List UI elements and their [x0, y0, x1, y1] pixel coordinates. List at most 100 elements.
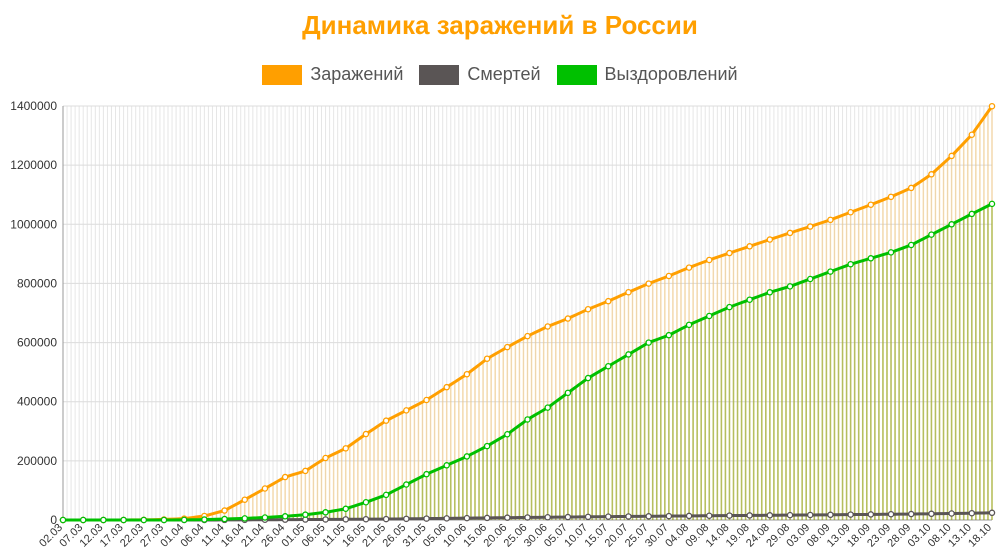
series-point-recoveries	[342, 505, 349, 513]
series-point-recoveries	[322, 509, 329, 516]
series-point-recoveries	[241, 515, 249, 522]
series-point-recoveries	[504, 430, 511, 438]
y-tick-label: 0	[50, 513, 57, 527]
legend-item-recoveries[interactable]: Выздоровлений	[556, 64, 738, 85]
series-point-recoveries	[201, 516, 208, 523]
series-point-deaths	[504, 514, 511, 521]
series-point-recoveries	[100, 516, 107, 524]
series-point-deaths	[443, 515, 450, 522]
series-point-infections	[342, 445, 349, 452]
series-point-recoveries	[524, 416, 531, 423]
series-point-infections	[887, 193, 895, 201]
series-point-infections	[423, 396, 430, 404]
y-tick-label: 1200000	[10, 158, 57, 172]
legend-item-deaths[interactable]: Смертей	[419, 64, 541, 85]
series-point-recoveries	[625, 351, 632, 358]
series-point-recoveries	[907, 241, 915, 249]
series-point-infections	[241, 496, 249, 503]
series-point-deaths	[867, 511, 875, 518]
series-point-infections	[302, 467, 309, 475]
chart-title: Динамика заражений в России	[302, 10, 698, 40]
series-point-recoveries	[423, 470, 430, 478]
series-point-infections	[645, 280, 652, 287]
series-point-deaths	[423, 515, 430, 522]
series-point-infections	[605, 297, 612, 305]
series-point-infections	[786, 229, 794, 237]
series-point-deaths	[968, 509, 976, 517]
series-point-recoveries	[382, 491, 390, 499]
series-point-recoveries	[968, 210, 976, 218]
series-point-recoveries	[160, 516, 168, 524]
series-point-deaths	[786, 511, 794, 519]
series-point-infections	[746, 243, 753, 250]
series-point-recoveries	[544, 404, 551, 411]
series-point-deaths	[726, 512, 733, 519]
y-tick-label: 1400000	[10, 99, 57, 113]
x-tick-label: 06.04	[179, 522, 207, 550]
series-point-infections	[827, 216, 834, 224]
series-point-infections	[665, 272, 673, 280]
series-point-deaths	[887, 510, 895, 518]
series-point-infections	[261, 485, 269, 492]
series-point-infections	[685, 264, 693, 271]
legend-item-infections[interactable]: Заражений	[262, 64, 403, 85]
series-point-recoveries	[120, 516, 127, 524]
series-point-infections	[483, 355, 491, 362]
series-point-recoveries	[403, 481, 410, 488]
series-point-infections	[706, 256, 713, 264]
series-point-infections	[504, 343, 511, 351]
series-point-recoveries	[221, 515, 228, 523]
series-point-deaths	[362, 515, 370, 523]
series-point-deaths	[988, 509, 996, 517]
legend-swatch-recoveries	[556, 64, 597, 85]
series-point-recoveries	[281, 513, 289, 520]
series-point-deaths	[625, 513, 632, 520]
series-point-recoveries	[827, 268, 834, 275]
series-point-infections	[968, 131, 976, 138]
series-point-deaths	[645, 513, 652, 520]
series-point-recoveries	[564, 389, 572, 397]
series-point-infections	[625, 288, 632, 296]
series-point-recoveries	[140, 516, 148, 524]
x-tick-label: 06.05	[300, 522, 328, 550]
series-point-infections	[524, 332, 531, 340]
series-point-infections	[948, 152, 955, 160]
series-point-deaths	[403, 515, 410, 523]
series-point-recoveries	[806, 275, 814, 283]
series-point-infections	[988, 102, 996, 110]
series-point-deaths	[483, 514, 491, 522]
series-point-deaths	[847, 511, 854, 518]
series-point-recoveries	[928, 231, 935, 238]
series-point-recoveries	[483, 442, 491, 450]
y-tick-label: 1000000	[10, 217, 57, 231]
series-point-infections	[867, 201, 875, 208]
series-point-deaths	[665, 512, 673, 520]
series-point-recoveries	[645, 339, 652, 346]
legend-label-deaths: Смертей	[467, 64, 541, 84]
series-point-deaths	[382, 515, 390, 523]
legend-label-infections: Заражений	[310, 64, 404, 84]
series-point-deaths	[544, 513, 551, 521]
y-tick-label: 600000	[17, 336, 57, 350]
series-point-recoveries	[766, 289, 774, 296]
series-point-recoveries	[847, 260, 854, 268]
series-point-recoveries	[948, 221, 955, 228]
series-point-deaths	[948, 510, 955, 517]
series-point-infections	[281, 473, 289, 481]
legend-label-recoveries: Выздоровлений	[604, 64, 738, 84]
series-point-infections	[564, 315, 572, 322]
series-point-recoveries	[302, 511, 309, 518]
series-point-infections	[847, 209, 854, 216]
series-point-recoveries	[685, 321, 693, 329]
series-point-infections	[928, 171, 935, 178]
series-point-deaths	[564, 513, 572, 521]
legend: Заражений Смертей Выздоровлений	[0, 64, 1000, 85]
series-point-recoveries	[584, 374, 592, 382]
legend-swatch-infections	[262, 64, 303, 85]
series-point-infections	[382, 417, 390, 424]
series-point-deaths	[706, 512, 713, 519]
series-point-deaths	[907, 510, 915, 518]
series-point-recoveries	[726, 303, 733, 311]
